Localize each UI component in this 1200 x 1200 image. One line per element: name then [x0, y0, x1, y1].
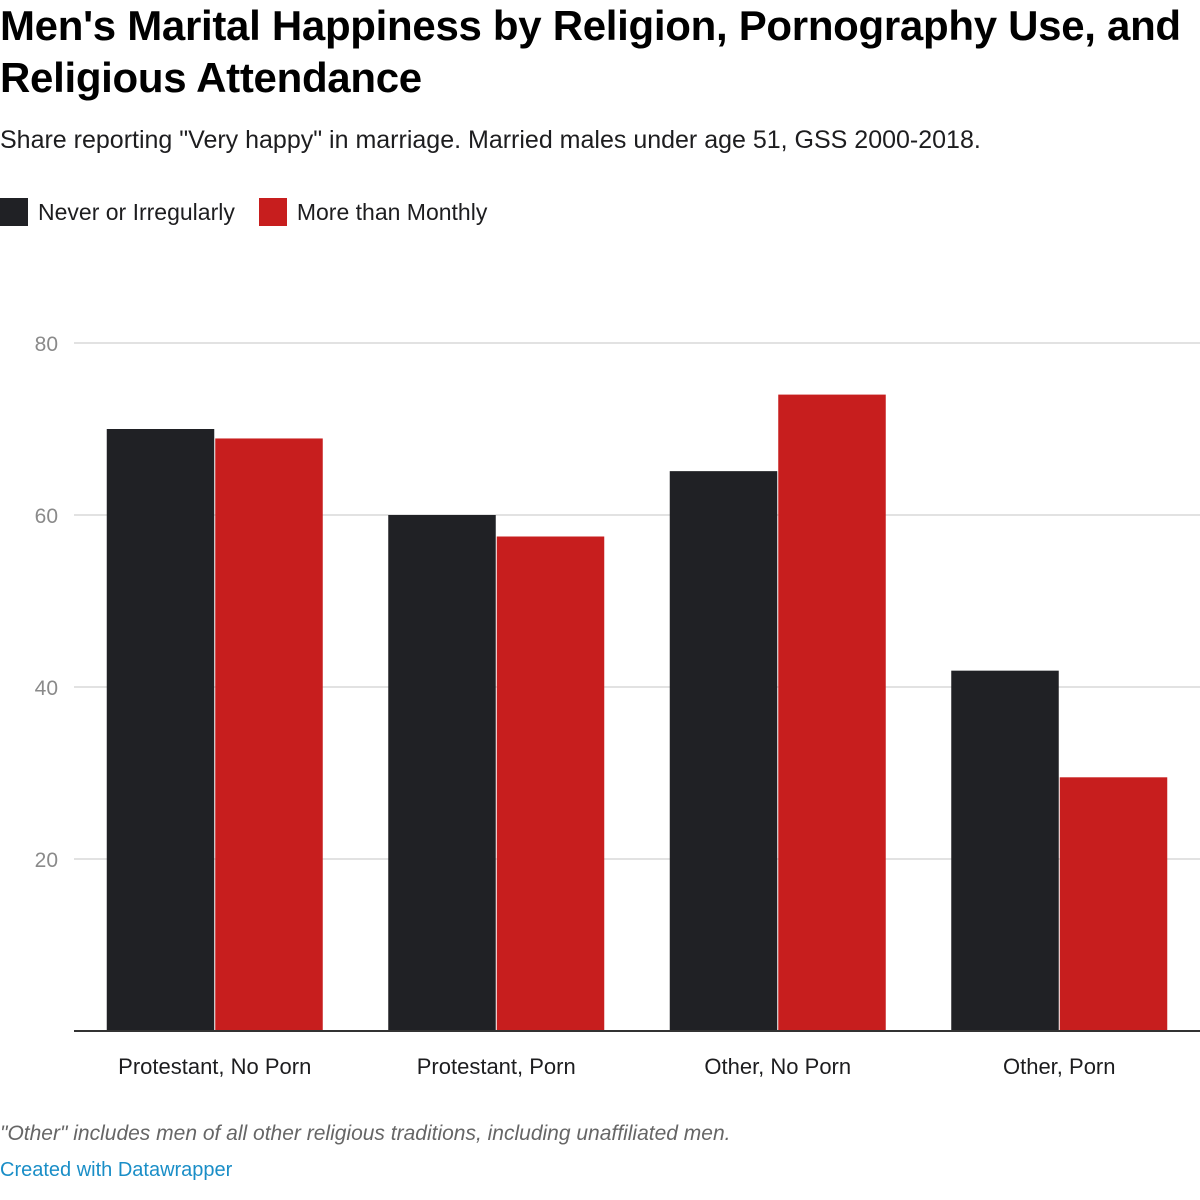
legend: Never or Irregularly More than Monthly [0, 197, 511, 227]
bar-other-no-porn-more-than-monthly [778, 394, 886, 1032]
legend-swatch-more-than-monthly [258, 198, 287, 226]
legend-item-never-or-irregularly: Never or Irregularly [0, 197, 235, 227]
x-tick-label-other-porn: Other, Porn [1003, 1054, 1116, 1079]
bar-other-porn-never-or-irregularly [951, 670, 1059, 1031]
legend-label-more-than-monthly: More than Monthly [296, 199, 488, 225]
bar-other-porn-more-than-monthly [1059, 777, 1168, 1031]
x-tick-label-other-no-porn: Other, No Porn [704, 1054, 851, 1079]
bar-protestant-no-porn-never-or-irregularly [106, 429, 215, 1031]
bar-group-protestant-no-porn [106, 429, 323, 1032]
bar-group-other-porn [951, 670, 1168, 1031]
y-tick-label-20: 20 [35, 849, 58, 872]
bar-protestant-porn-never-or-irregularly [388, 515, 496, 1031]
x-tick-label-protestant-porn: Protestant, Porn [417, 1054, 576, 1079]
legend-item-more-than-monthly: More than Monthly [258, 197, 488, 227]
footnote: "Other" includes men of all other religi… [0, 1122, 731, 1145]
y-tick-label-60: 60 [35, 505, 58, 528]
bar-other-no-porn-never-or-irregularly [669, 471, 778, 1031]
legend-label-never-or-irregularly: Never or Irregularly [38, 199, 235, 225]
chart-title: Men's Marital Happiness by Religion, Por… [0, 2, 1181, 101]
credit-link[interactable]: Created with Datawrapper [0, 1159, 233, 1181]
y-tick-label-40: 40 [35, 677, 58, 700]
bar-group-other-no-porn [669, 394, 886, 1032]
bars [106, 394, 1168, 1032]
x-tick-label-protestant-no-porn: Protestant, No Porn [118, 1054, 311, 1079]
x-axis-labels: Protestant, No Porn Protestant, Porn Other… [118, 1054, 1115, 1079]
bar-protestant-no-porn-more-than-monthly [215, 438, 323, 1032]
legend-swatch-never-or-irregularly [0, 198, 28, 226]
chart-subtitle: Share reporting "Very happy" in marriage… [0, 126, 981, 154]
y-tick-label-80: 80 [35, 333, 58, 356]
bar-protestant-porn-more-than-monthly [496, 536, 605, 1031]
bar-group-protestant-porn [388, 515, 605, 1031]
y-axis-ticks: 20 40 60 80 [35, 333, 58, 872]
